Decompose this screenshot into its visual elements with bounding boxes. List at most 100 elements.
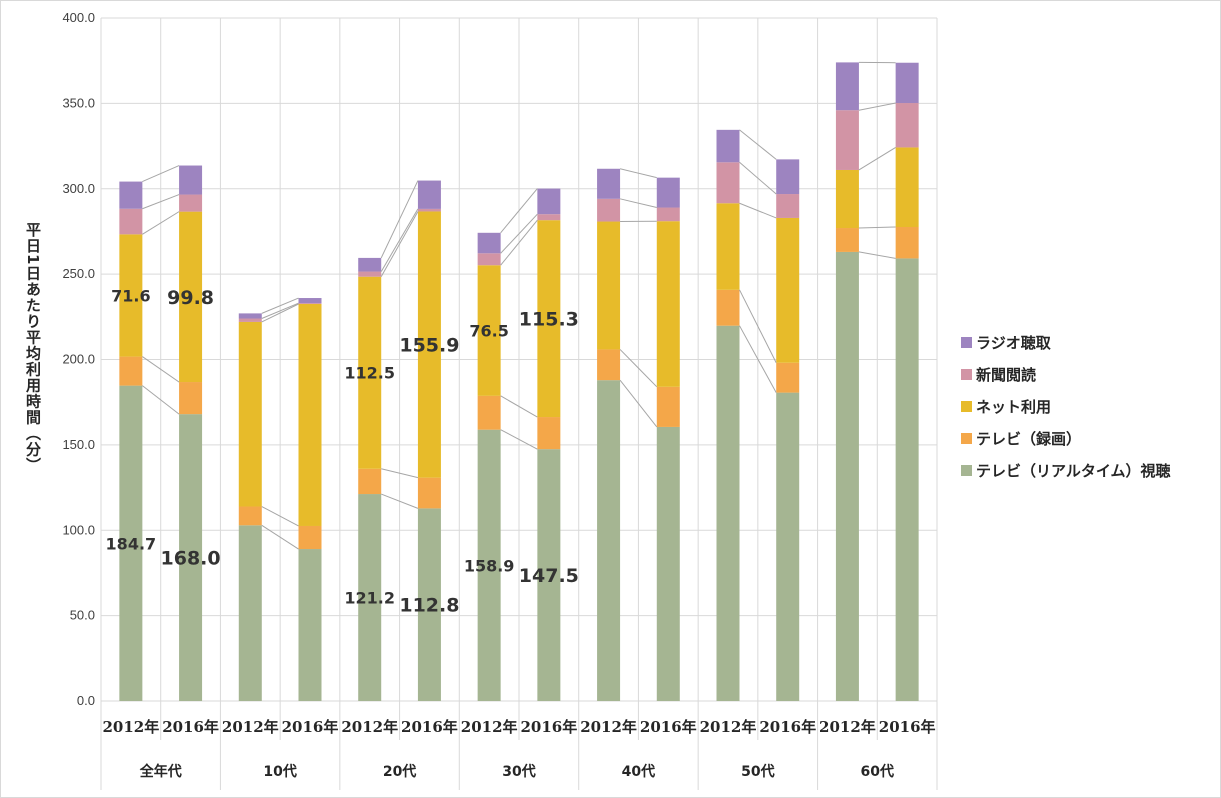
series-line bbox=[500, 395, 538, 418]
bar-segment-4 bbox=[238, 318, 262, 322]
bar-segment-4 bbox=[776, 194, 800, 218]
series-line bbox=[619, 198, 657, 209]
x-group-label: 10代 bbox=[263, 763, 296, 780]
bar-segment-5 bbox=[238, 313, 262, 319]
series-line bbox=[380, 211, 419, 277]
bar-segment-4 bbox=[358, 271, 382, 277]
bar-segment-1 bbox=[597, 380, 621, 701]
series-line bbox=[142, 385, 180, 415]
x-tick-label: 2012年 bbox=[341, 718, 398, 736]
legend-item: 新聞閲読 bbox=[961, 358, 1171, 390]
data-label: 155.9 bbox=[399, 335, 459, 357]
series-line bbox=[619, 379, 658, 428]
series-line bbox=[381, 493, 419, 509]
bar-segment-5 bbox=[716, 129, 740, 163]
series-line bbox=[500, 213, 538, 254]
bar-segment-5 bbox=[417, 180, 441, 209]
x-group-label: 40代 bbox=[622, 763, 655, 780]
x-tick-label: 2012年 bbox=[222, 718, 279, 736]
bar-segment-4 bbox=[656, 207, 680, 222]
x-tick-label: 2012年 bbox=[580, 718, 637, 736]
series-line bbox=[261, 303, 299, 323]
bar-segment-5 bbox=[537, 188, 561, 215]
series-line bbox=[739, 161, 777, 195]
series-line bbox=[619, 349, 658, 388]
legend-label: テレビ（リアルタイム）視聴 bbox=[976, 461, 1171, 480]
bar-segment-4 bbox=[835, 110, 859, 170]
bar-segment-4 bbox=[179, 194, 203, 212]
bar-segment-2 bbox=[417, 477, 441, 509]
bar-segment-1 bbox=[358, 494, 382, 701]
x-tick-label: 2016年 bbox=[401, 718, 458, 736]
x-group-label: 50代 bbox=[741, 763, 774, 780]
series-line bbox=[858, 251, 896, 259]
bar-segment-4 bbox=[417, 208, 441, 212]
series-line bbox=[261, 524, 299, 550]
bar-segment-4 bbox=[537, 214, 561, 221]
bar-segment-1 bbox=[835, 251, 859, 702]
bar-segment-2 bbox=[298, 525, 322, 550]
x-tick-label: 2016年 bbox=[759, 718, 816, 736]
series-line bbox=[380, 208, 419, 272]
series-line bbox=[858, 102, 896, 111]
bar-segment-4 bbox=[895, 103, 919, 148]
x-group-label: 20代 bbox=[383, 763, 416, 780]
bar-segment-2 bbox=[358, 468, 382, 495]
data-label: 184.7 bbox=[106, 534, 157, 553]
series-line bbox=[739, 289, 777, 363]
series-line bbox=[858, 226, 896, 229]
bar-segment-2 bbox=[477, 395, 501, 430]
y-tick-label: 0.0 bbox=[77, 693, 95, 708]
series-line bbox=[142, 194, 180, 210]
data-label: 168.0 bbox=[161, 548, 221, 570]
series-line bbox=[739, 202, 777, 219]
y-tick-label: 200.0 bbox=[62, 352, 95, 367]
series-line bbox=[500, 429, 538, 450]
series-line bbox=[500, 219, 538, 266]
data-label: 112.5 bbox=[344, 364, 395, 383]
bar-segment-1 bbox=[179, 414, 203, 701]
legend-swatch bbox=[961, 400, 972, 412]
bar-segment-3 bbox=[298, 304, 322, 526]
bar-segment-4 bbox=[716, 162, 740, 204]
y-tick-label: 300.0 bbox=[62, 181, 95, 196]
x-tick-label: 2016年 bbox=[162, 718, 219, 736]
bar-segment-3 bbox=[597, 221, 621, 350]
bar-segment-2 bbox=[656, 386, 680, 427]
bar-segment-3 bbox=[656, 221, 680, 387]
legend-item: テレビ（リアルタイム）視聴 bbox=[961, 454, 1171, 486]
series-line bbox=[500, 188, 538, 234]
y-tick-label: 150.0 bbox=[62, 437, 95, 452]
y-tick-label: 50.0 bbox=[70, 608, 95, 623]
data-label: 158.9 bbox=[464, 556, 515, 575]
bar-segment-1 bbox=[417, 508, 441, 701]
bar-segment-1 bbox=[656, 426, 680, 701]
bar-segment-3 bbox=[119, 234, 143, 357]
series-line bbox=[142, 165, 180, 183]
bar-segment-4 bbox=[298, 303, 322, 305]
x-tick-label: 2012年 bbox=[819, 718, 876, 736]
x-tick-label: 2012年 bbox=[102, 718, 159, 736]
x-tick-label: 2016年 bbox=[282, 718, 339, 736]
bar-segment-1 bbox=[776, 392, 800, 701]
data-label: 71.6 bbox=[111, 286, 150, 305]
bar-segment-3 bbox=[477, 265, 501, 396]
bar-segment-5 bbox=[358, 257, 382, 272]
x-group-label: 30代 bbox=[502, 763, 535, 780]
series-line bbox=[739, 129, 777, 160]
bar-segment-2 bbox=[835, 228, 859, 252]
bar-segment-5 bbox=[776, 159, 800, 195]
bar-segment-5 bbox=[835, 62, 859, 111]
series-line bbox=[261, 506, 299, 527]
bar-segment-3 bbox=[537, 220, 561, 418]
y-tick-label: 350.0 bbox=[62, 95, 95, 110]
x-group-label: 60代 bbox=[861, 763, 894, 780]
bar-segment-3 bbox=[895, 147, 919, 227]
bar-segment-3 bbox=[417, 211, 441, 478]
bar-segment-2 bbox=[597, 349, 621, 381]
bar-segment-3 bbox=[238, 321, 262, 507]
data-label: 115.3 bbox=[519, 309, 579, 331]
legend-label: テレビ（録画） bbox=[976, 429, 1082, 448]
bar-segment-2 bbox=[716, 289, 740, 326]
